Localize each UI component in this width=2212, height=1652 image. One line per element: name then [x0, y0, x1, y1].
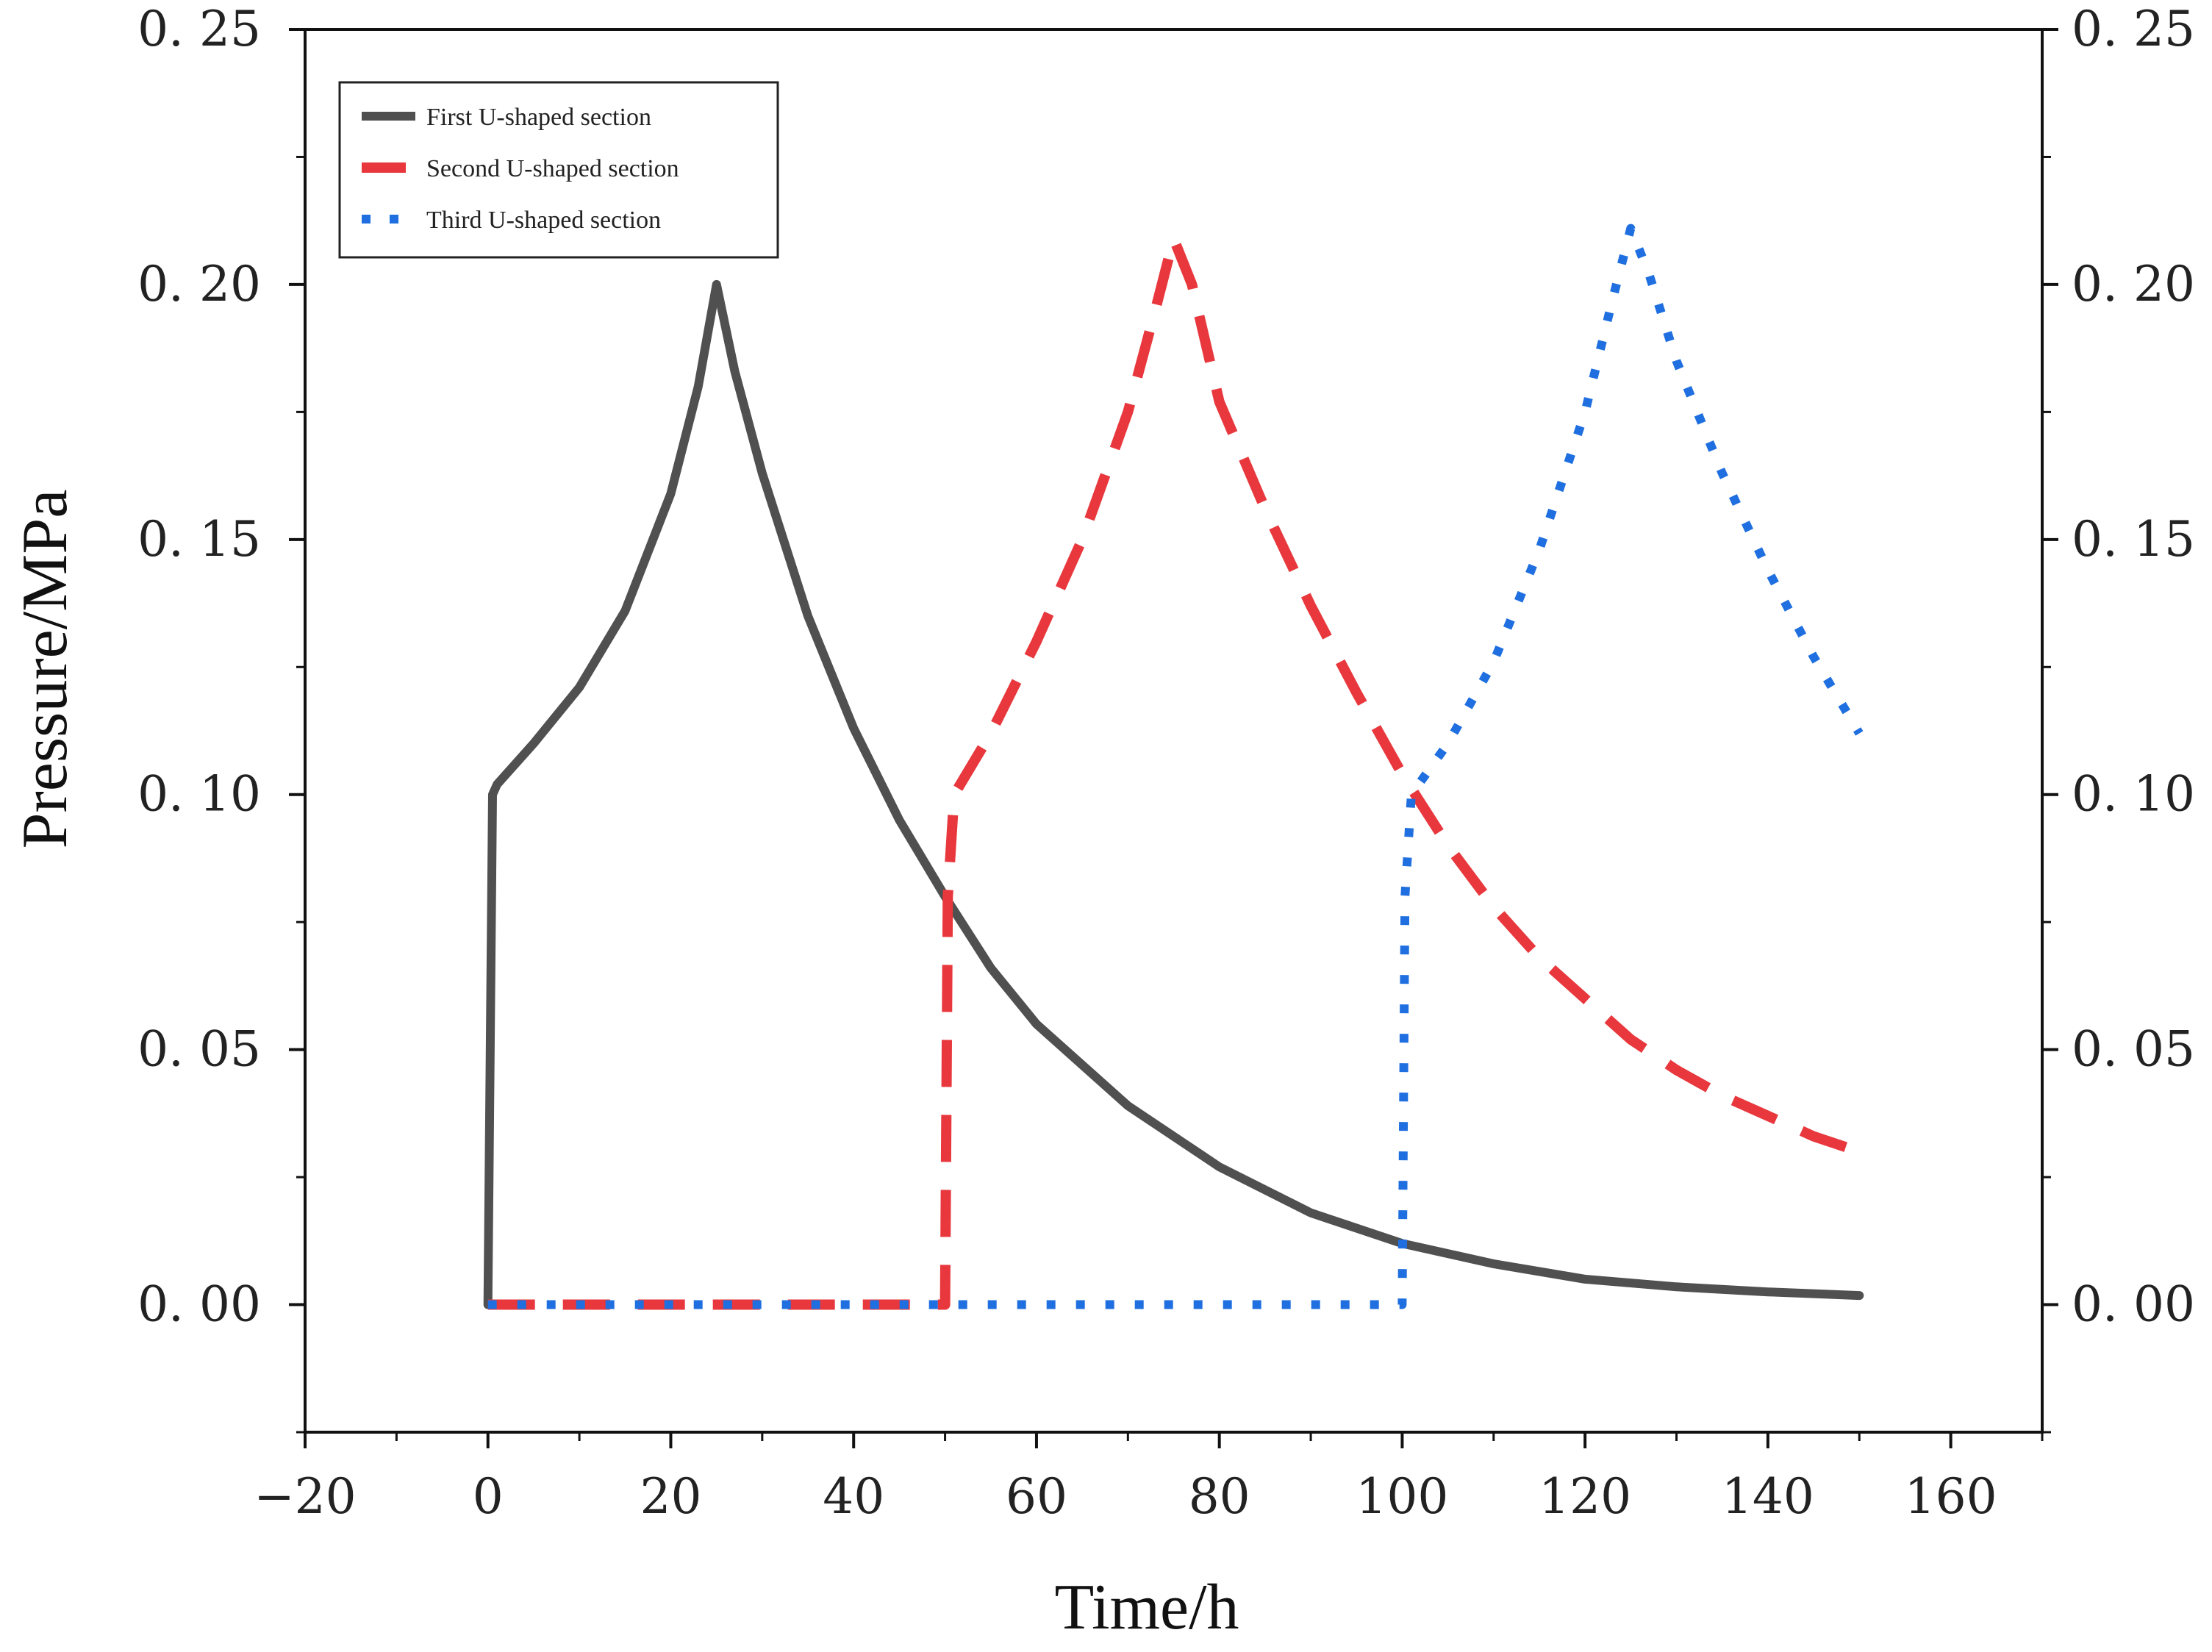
y-right-tick-label: 0. 20 [2072, 256, 2195, 312]
x-tick-label: 100 [1356, 1468, 1448, 1525]
x-axis-title: Time/h [1054, 1572, 1239, 1643]
x-tick-label: −20 [254, 1468, 356, 1525]
axis-ticks [289, 28, 2058, 1448]
legend-label-1: First U-shaped section [426, 104, 651, 131]
series-line-1 [483, 279, 1864, 1309]
plot-frame [304, 28, 2044, 1434]
series-layer [483, 224, 1864, 1310]
x-tick-label: 60 [1006, 1468, 1067, 1525]
x-tick-label: 160 [1905, 1468, 1997, 1525]
x-tick-label: 20 [640, 1468, 701, 1525]
y-right-tick-label: 0. 25 [2072, 1, 2195, 57]
legend-label-3: Third U-shaped section [426, 207, 661, 234]
y-right-tick-label: 0. 05 [2072, 1021, 2195, 1078]
x-tick-label: 0 [473, 1468, 504, 1525]
x-tick-label: 40 [823, 1468, 884, 1525]
y-axis-title: Pressure/MPa [10, 490, 81, 849]
x-tick-label: 120 [1539, 1468, 1631, 1525]
y-right-tick-label: 0. 10 [2072, 766, 2195, 823]
y-left-tick-label: 0. 15 [137, 511, 261, 568]
y-left-tick-label: 0. 25 [137, 1, 261, 57]
y-left-tick-label: 0. 05 [137, 1021, 261, 1078]
y-right-tick-label: 0. 15 [2072, 511, 2195, 568]
legend: First U-shaped section Second U-shaped se… [338, 81, 779, 259]
y-axis-left-labels: 0. 00 0. 05 0. 10 0. 15 0. 20 0. 25 [137, 1, 261, 1333]
y-left-tick-label: 0. 20 [137, 256, 261, 312]
legend-box [338, 81, 779, 259]
series-line-2 [487, 233, 1861, 1310]
x-axis-labels: −20 0 20 40 60 80 100 120 140 160 [254, 1468, 1997, 1525]
y-left-tick-label: 0. 10 [137, 766, 261, 823]
x-tick-label: 80 [1189, 1468, 1250, 1525]
y-right-tick-label: 0. 00 [2072, 1276, 2195, 1333]
x-tick-label: 140 [1722, 1468, 1814, 1525]
y-left-tick-label: 0. 00 [137, 1276, 261, 1333]
legend-label-2: Second U-shaped section [426, 155, 679, 182]
y-axis-right-labels: 0. 00 0. 05 0. 10 0. 15 0. 20 0. 25 [2072, 1, 2195, 1333]
